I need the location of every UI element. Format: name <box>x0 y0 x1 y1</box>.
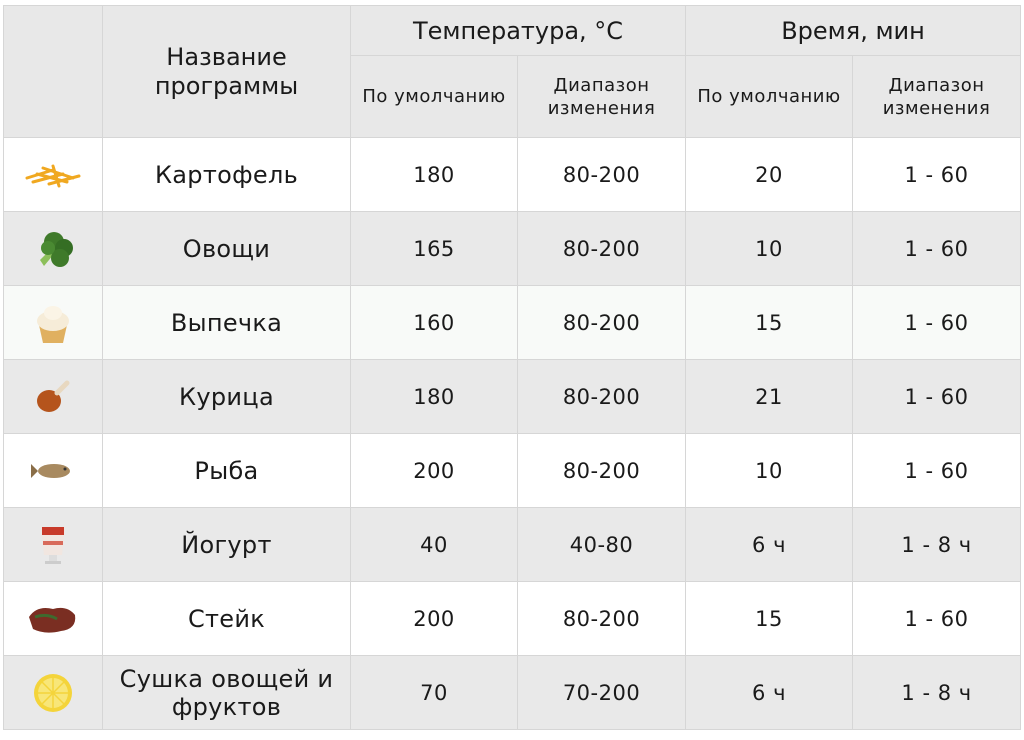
time-default: 6 ч <box>685 507 854 582</box>
program-name: Стейк <box>102 581 351 656</box>
program-name: Выпечка <box>102 285 351 360</box>
steak-icon <box>3 581 103 656</box>
table-row: Рыба 200 80-200 10 1 - 60 <box>3 433 1022 508</box>
temperature-header: Температура, °C <box>349 5 687 56</box>
table-row: Выпечка 160 80-200 15 1 - 60 <box>3 285 1022 360</box>
time-range: 1 - 60 <box>852 433 1022 508</box>
temp-default: 40 <box>350 507 518 582</box>
temp-default: 70 <box>350 655 518 730</box>
temp-default: 200 <box>350 581 518 656</box>
temp-range-header: Диапазон изменения <box>516 55 687 138</box>
temp-range: 40-80 <box>516 507 687 582</box>
time-range: 1 - 60 <box>852 581 1022 656</box>
time-range: 1 - 8 ч <box>852 507 1022 582</box>
table-row: Овощи 165 80-200 10 1 - 60 <box>3 211 1022 286</box>
temp-range: 80-200 <box>516 137 687 212</box>
time-range-header: Диапазон изменения <box>852 55 1022 138</box>
time-range: 1 - 60 <box>852 285 1022 360</box>
temp-range: 70-200 <box>516 655 687 730</box>
temp-range: 80-200 <box>516 359 687 434</box>
time-default: 15 <box>685 285 854 360</box>
program-name: Рыба <box>102 433 351 508</box>
time-range: 1 - 60 <box>852 211 1022 286</box>
temp-default: 180 <box>350 359 518 434</box>
temp-default: 180 <box>350 137 518 212</box>
temp-default: 165 <box>350 211 518 286</box>
time-header: Время, мин <box>685 5 1022 56</box>
temp-range: 80-200 <box>516 433 687 508</box>
time-range: 1 - 60 <box>852 137 1022 212</box>
temp-default: 200 <box>350 433 518 508</box>
yogurt-icon <box>3 507 103 582</box>
table-row: Картофель 180 80-200 20 1 - 60 <box>3 137 1022 212</box>
program-name: Курица <box>102 359 351 434</box>
cupcake-icon <box>3 285 103 360</box>
broccoli-icon <box>3 211 103 286</box>
time-default: 6 ч <box>685 655 854 730</box>
time-default: 21 <box>685 359 854 434</box>
time-range: 1 - 8 ч <box>852 655 1022 730</box>
chicken-leg-icon <box>3 359 103 434</box>
lemon-slice-icon <box>3 655 103 730</box>
temp-default-header: По умолчанию <box>350 55 518 138</box>
table-row: Курица 180 80-200 21 1 - 60 <box>3 359 1022 434</box>
fries-icon <box>3 137 103 212</box>
temp-range: 80-200 <box>516 581 687 656</box>
name-header: Название программы <box>102 5 351 138</box>
time-default: 15 <box>685 581 854 656</box>
program-name: Овощи <box>102 211 351 286</box>
table-row: Стейк 200 80-200 15 1 - 60 <box>3 581 1022 656</box>
temp-range: 80-200 <box>516 285 687 360</box>
program-name: Сушка овощей и фруктов <box>102 655 351 730</box>
time-range: 1 - 60 <box>852 359 1022 434</box>
time-default: 10 <box>685 433 854 508</box>
programs-table: Название программы Температура, °C Время… <box>3 5 1022 730</box>
temp-range: 80-200 <box>516 211 687 286</box>
program-name: Йогурт <box>102 507 351 582</box>
temp-default: 160 <box>350 285 518 360</box>
time-default: 10 <box>685 211 854 286</box>
program-name: Картофель <box>102 137 351 212</box>
time-default-header: По умолчанию <box>685 55 854 138</box>
icon-header <box>3 5 103 138</box>
fish-icon <box>3 433 103 508</box>
time-default: 20 <box>685 137 854 212</box>
